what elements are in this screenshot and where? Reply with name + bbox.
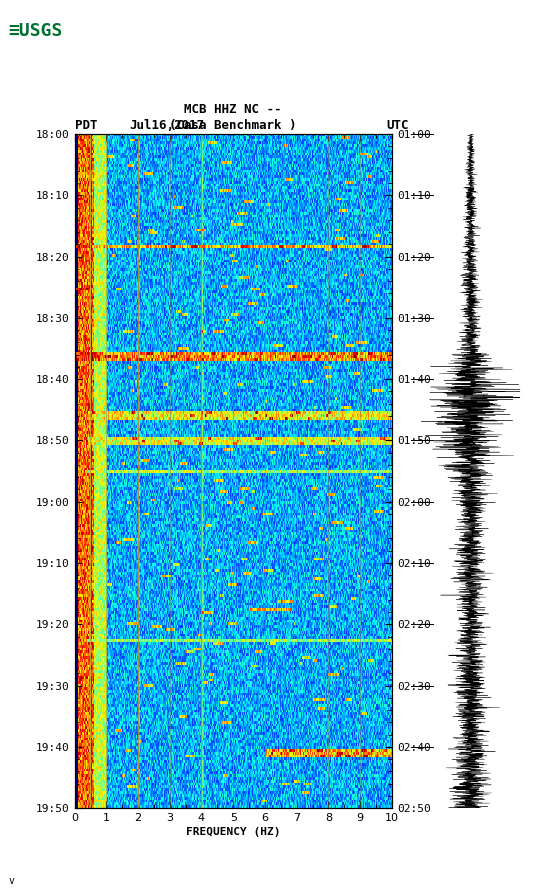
Text: v: v [8,876,14,886]
Text: (Casa Benchmark ): (Casa Benchmark ) [169,119,297,132]
Text: Jul16,2017: Jul16,2017 [130,119,205,132]
Text: PDT: PDT [75,119,97,132]
X-axis label: FREQUENCY (HZ): FREQUENCY (HZ) [186,827,280,838]
Text: MCB HHZ NC --: MCB HHZ NC -- [184,103,282,116]
Text: ≡USGS: ≡USGS [8,22,63,40]
Text: UTC: UTC [386,119,409,132]
